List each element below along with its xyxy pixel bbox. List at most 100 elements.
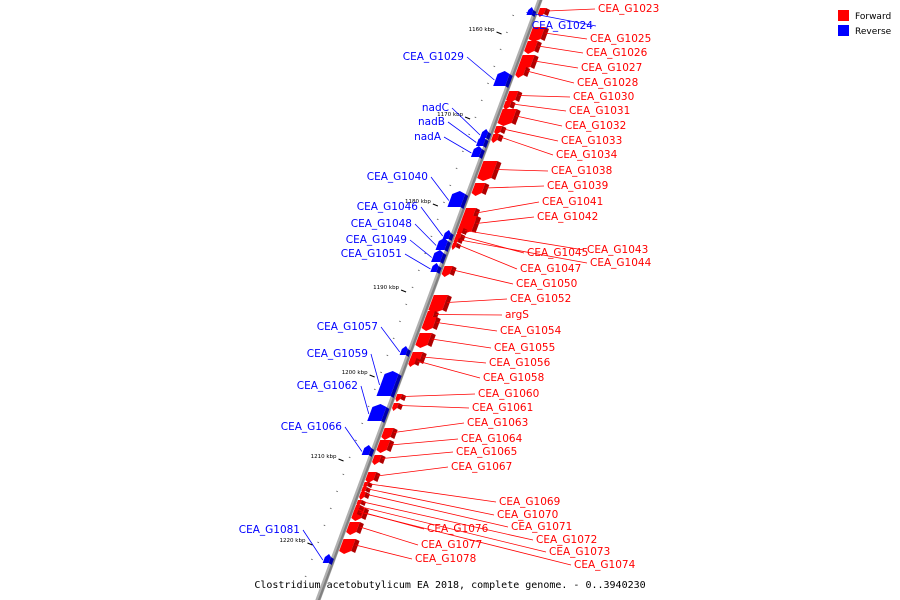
gene-feature-CEA_G1047[interactable] (451, 243, 462, 250)
gene-feature-CEA_G1074[interactable] (352, 510, 363, 517)
gene-label[interactable]: CEA_G1072 (536, 534, 597, 546)
gene-feature-CEA_G1060[interactable] (395, 394, 407, 402)
gene-label[interactable]: CEA_G1025 (590, 33, 651, 45)
gene-label[interactable]: CEA_G1069 (499, 496, 560, 508)
gene-feature-CEA_G1065[interactable] (372, 455, 386, 465)
gene-feature-CEA_G1050[interactable] (441, 266, 457, 277)
gene-label[interactable]: CEA_G1059 (307, 348, 368, 360)
gene-feature-CEA_G1081[interactable] (322, 554, 334, 565)
gene-label[interactable]: CEA_G1078 (415, 553, 476, 565)
gene-label[interactable]: CEA_G1058 (483, 372, 544, 384)
gene-feature-CEA_G1048[interactable] (435, 238, 451, 252)
gene-feature-CEA_G1059[interactable] (376, 371, 402, 398)
gene-label[interactable]: CEA_G1028 (577, 77, 638, 89)
gene-feature-CEA_G1034[interactable] (491, 134, 504, 143)
gene-feature-CEA_G1049[interactable] (431, 250, 447, 264)
gene-feature-nadC[interactable] (479, 129, 492, 140)
gene-feature-CEA_G1032[interactable] (497, 109, 521, 126)
gene-label[interactable]: CEA_G1031 (569, 105, 630, 117)
gene-label[interactable]: nadA (414, 131, 442, 143)
gene-label[interactable]: CEA_G1060 (478, 388, 539, 400)
gene-feature-nadB[interactable] (475, 136, 489, 148)
gene-label[interactable]: CEA_G1043 (587, 244, 648, 256)
gene-label[interactable]: CEA_G1033 (561, 135, 622, 147)
gene-label[interactable]: CEA_G1038 (551, 165, 612, 177)
gene-label[interactable]: CEA_G1077 (421, 539, 482, 551)
gene-label[interactable]: CEA_G1045 (527, 247, 588, 259)
gene-label[interactable]: CEA_G1062 (297, 380, 358, 392)
gene-connector (458, 244, 518, 270)
gene-label[interactable]: CEA_G1034 (556, 149, 618, 161)
gene-feature-CEA_G1025[interactable] (528, 27, 550, 42)
gene-label[interactable]: CEA_G1024 (532, 20, 594, 32)
gene-feature-CEA_G1038[interactable] (477, 161, 502, 181)
gene-label[interactable]: CEA_G1065 (456, 446, 517, 458)
gene-label[interactable]: CEA_G1064 (461, 433, 523, 445)
gene-label[interactable]: CEA_G1042 (537, 211, 598, 223)
gene-label[interactable]: argS (505, 309, 529, 321)
gene-label[interactable]: CEA_G1039 (547, 180, 608, 192)
gene-feature-CEA_G1029[interactable] (493, 71, 513, 88)
gene-feature-CEA_G1067[interactable] (365, 472, 381, 483)
gene-feature-CEA_G1031[interactable] (503, 101, 516, 110)
gene-label[interactable]: CEA_G1081 (239, 524, 300, 536)
gene-label[interactable]: CEA_G1073 (549, 546, 610, 558)
gene-connector (537, 45, 584, 54)
gene-label[interactable]: nadB (418, 116, 445, 128)
gene-feature-CEA_G1061[interactable] (392, 403, 403, 411)
gene-feature-CEA_G1030[interactable] (506, 91, 523, 103)
gene-connector (466, 56, 495, 81)
gene-label[interactable]: CEA_G1048 (351, 218, 412, 230)
gene-feature-CEA_G1028[interactable] (515, 67, 531, 78)
gene-feature-CEA_G1046[interactable] (442, 230, 454, 241)
gene-feature-CEA_G1078[interactable] (339, 539, 360, 554)
gene-label[interactable]: CEA_G1026 (586, 47, 648, 59)
gene-label[interactable]: CEA_G1067 (451, 461, 512, 473)
gene-label[interactable]: CEA_G1061 (472, 402, 533, 414)
gene-feature-CEA_G1064[interactable] (376, 440, 395, 453)
gene-label[interactable]: CEA_G1054 (500, 325, 562, 337)
gene-label[interactable]: CEA_G1063 (467, 417, 528, 429)
gene-label[interactable]: CEA_G1040 (367, 171, 428, 183)
gene-label[interactable]: CEA_G1074 (574, 559, 636, 571)
gene-feature-CEA_G1040[interactable] (447, 191, 469, 209)
gene-feature-CEA_G1026[interactable] (524, 41, 542, 54)
gene-label[interactable]: CEA_G1041 (542, 196, 603, 208)
gene-label[interactable]: CEA_G1029 (403, 51, 464, 63)
gene-feature-CEA_G1054[interactable] (421, 317, 441, 331)
gene-feature-CEA_G1066[interactable] (361, 445, 375, 457)
gene-label[interactable]: CEA_G1052 (510, 293, 571, 305)
gene-feature-CEA_G1039[interactable] (471, 183, 490, 196)
gene-feature-CEA_G1052[interactable] (428, 295, 452, 313)
gene-feature-CEA_G1071[interactable] (359, 492, 370, 500)
gene-label[interactable]: CEA_G1051 (341, 248, 402, 260)
gene-label[interactable]: CEA_G1049 (346, 234, 407, 246)
gene-feature-CEA_G1027[interactable] (518, 55, 539, 70)
gene-label[interactable]: CEA_G1050 (516, 278, 577, 290)
gene-label[interactable]: CEA_G1056 (489, 357, 551, 369)
gene-label[interactable]: CEA_G1030 (573, 91, 634, 103)
gene-label[interactable]: CEA_G1076 (427, 523, 489, 535)
gene-label[interactable]: CEA_G1070 (497, 509, 558, 521)
gene-label[interactable]: CEA_G1071 (511, 521, 572, 533)
gene-label[interactable]: CEA_G1027 (581, 62, 642, 74)
gene-feature-CEA_G1058[interactable] (408, 358, 421, 367)
gene-feature-CEA_G1063[interactable] (381, 428, 398, 440)
gene-label[interactable]: CEA_G1057 (317, 321, 378, 333)
gene-label[interactable]: CEA_G1055 (494, 342, 555, 354)
gene-feature-CEA_G1051[interactable] (430, 263, 442, 274)
gene-feature-nadA[interactable] (470, 146, 485, 159)
gene-feature-CEA_G1033[interactable] (494, 126, 507, 135)
gene-label[interactable]: CEA_G1047 (520, 263, 581, 275)
gene-feature-CEA_G1055[interactable] (415, 333, 436, 348)
gene-label[interactable]: nadC (422, 102, 449, 114)
gene-label[interactable]: CEA_G1066 (281, 421, 343, 433)
gene-label[interactable]: CEA_G1032 (565, 120, 626, 132)
gene-feature-CEA_G1077[interactable] (346, 522, 364, 535)
gene-feature-CEA_G1062[interactable] (367, 404, 390, 423)
gene-label[interactable]: CEA_G1044 (590, 257, 652, 269)
gene-feature-CEA_G1057[interactable] (399, 346, 411, 357)
gene-label[interactable]: CEA_G1046 (357, 201, 419, 213)
gene-label[interactable]: CEA_G1023 (598, 3, 659, 15)
